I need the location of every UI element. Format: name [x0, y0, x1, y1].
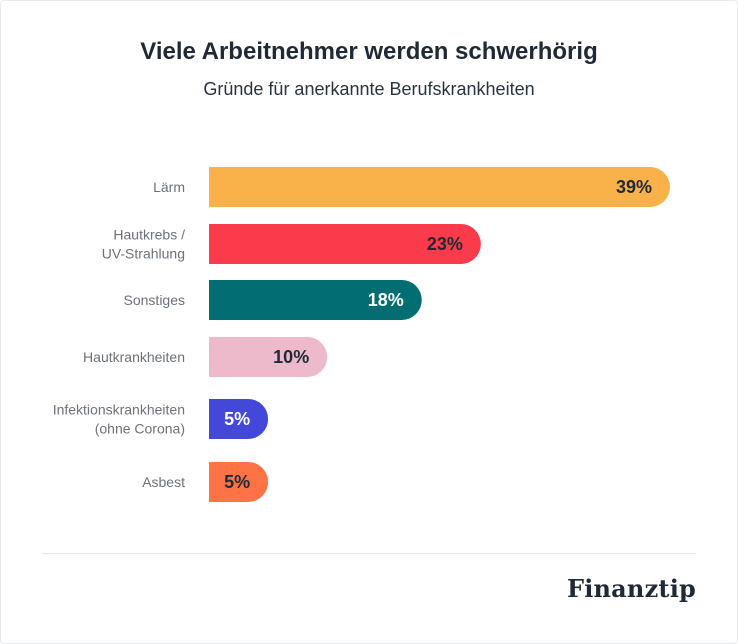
bar	[209, 167, 670, 207]
bar-value-label: 5%	[224, 472, 250, 492]
category-label: Hautkrankheiten	[83, 349, 185, 365]
footer-divider	[42, 553, 696, 554]
category-label: Infektionskrankheiten	[53, 402, 185, 418]
chart-title: Viele Arbeitnehmer werden schwerhörig	[140, 38, 598, 65]
bar	[209, 462, 269, 502]
bar	[209, 399, 269, 439]
bar	[209, 337, 328, 377]
chart-subtitle: Gründe für anerkannte Berufskrankheiten	[203, 79, 535, 99]
bar	[209, 280, 422, 320]
category-label: Lärm	[153, 179, 185, 195]
category-label: Hautkrebs /	[113, 227, 185, 243]
bar-value-label: 18%	[368, 290, 404, 310]
category-label: UV-Strahlung	[102, 246, 185, 262]
bar-value-label: 5%	[224, 409, 250, 429]
bar-value-label: 23%	[427, 234, 463, 254]
bar-chart: 39% Lärm 23% Hautkrebs / UV-Strahlung 18% Sons…	[53, 167, 670, 502]
category-label: Asbest	[142, 474, 185, 490]
category-label: Sonstiges	[124, 292, 185, 308]
bar-value-label: 39%	[616, 177, 652, 197]
bar	[209, 224, 481, 264]
bar-value-label: 10%	[273, 347, 309, 367]
finanztip-logo: Finanztip	[566, 574, 696, 603]
category-label: (ohne Corona)	[95, 421, 185, 437]
